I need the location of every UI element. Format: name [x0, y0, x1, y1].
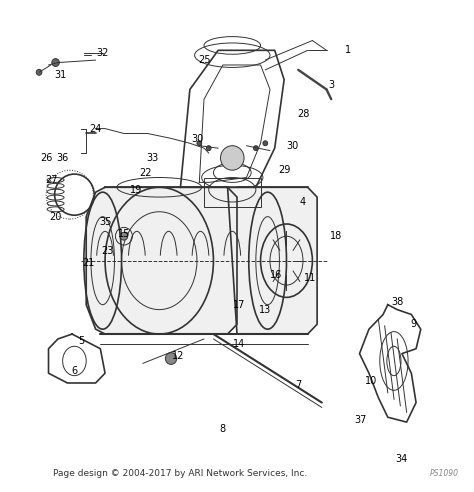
- Text: 7: 7: [295, 380, 301, 391]
- Text: 22: 22: [139, 168, 151, 178]
- Text: 8: 8: [220, 425, 226, 434]
- Ellipse shape: [254, 146, 258, 151]
- Text: 29: 29: [278, 165, 290, 175]
- Text: 32: 32: [97, 48, 109, 58]
- Ellipse shape: [120, 232, 128, 240]
- Text: 5: 5: [78, 337, 85, 346]
- Text: 34: 34: [396, 454, 408, 464]
- Text: 16: 16: [270, 270, 282, 280]
- Text: 1: 1: [345, 45, 351, 55]
- Text: 27: 27: [46, 175, 58, 185]
- Text: Page design © 2004-2017 by ARI Network Services, Inc.: Page design © 2004-2017 by ARI Network S…: [54, 469, 308, 478]
- Ellipse shape: [52, 59, 59, 66]
- Ellipse shape: [36, 69, 42, 75]
- Text: 4: 4: [300, 197, 306, 207]
- Text: 38: 38: [391, 297, 403, 308]
- Text: 23: 23: [101, 246, 114, 256]
- Text: 9: 9: [410, 319, 417, 329]
- Text: 30: 30: [286, 141, 299, 151]
- Text: 25: 25: [198, 55, 210, 65]
- Bar: [204, 178, 261, 207]
- Text: 17: 17: [233, 300, 246, 309]
- Text: 14: 14: [233, 339, 246, 349]
- Text: 21: 21: [82, 258, 95, 268]
- Text: 37: 37: [354, 415, 367, 425]
- Text: 13: 13: [259, 305, 272, 314]
- Ellipse shape: [220, 146, 244, 170]
- Text: 26: 26: [40, 153, 52, 163]
- Text: 24: 24: [90, 123, 102, 134]
- Polygon shape: [86, 187, 237, 334]
- Text: PS1090: PS1090: [429, 469, 458, 478]
- Text: 10: 10: [365, 375, 377, 386]
- Text: 31: 31: [54, 70, 66, 80]
- Text: 36: 36: [56, 153, 69, 163]
- Text: 18: 18: [330, 231, 342, 241]
- Ellipse shape: [206, 146, 211, 151]
- Ellipse shape: [165, 353, 177, 365]
- Ellipse shape: [263, 141, 268, 146]
- Text: 35: 35: [99, 216, 111, 226]
- Text: 6: 6: [72, 366, 77, 376]
- Text: 28: 28: [297, 109, 309, 119]
- Text: 30: 30: [191, 134, 203, 144]
- Polygon shape: [228, 187, 317, 334]
- Text: 33: 33: [146, 153, 158, 163]
- Text: 3: 3: [328, 80, 334, 90]
- Text: 11: 11: [304, 273, 316, 283]
- Text: 19: 19: [129, 184, 142, 195]
- Ellipse shape: [197, 141, 201, 146]
- Text: 15: 15: [118, 229, 130, 239]
- Text: 12: 12: [172, 351, 184, 361]
- Text: ARI: ARI: [168, 212, 306, 280]
- Text: 20: 20: [49, 212, 62, 222]
